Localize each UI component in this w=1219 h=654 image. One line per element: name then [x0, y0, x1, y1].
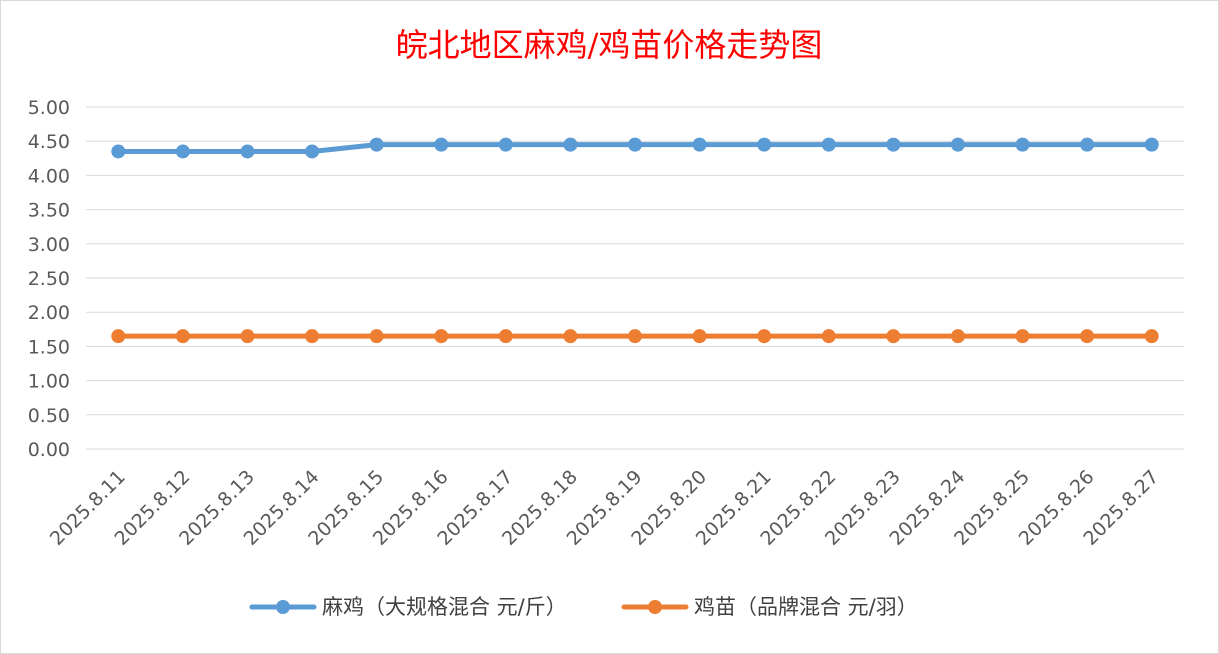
data-point	[1015, 137, 1030, 152]
y-axis-tick-labels: 0.00 0.50 1.00 1.50 2.00 2.50 3.00 3.50 4.00 4.50…	[28, 97, 70, 461]
series-2	[111, 329, 1159, 344]
data-point	[175, 329, 190, 344]
data-point	[821, 137, 836, 152]
data-point	[1015, 329, 1030, 344]
data-point	[692, 329, 707, 344]
gridlines	[86, 106, 1184, 450]
data-point	[434, 137, 449, 152]
y-tick-label: 0.50	[28, 405, 70, 427]
data-point	[498, 329, 513, 344]
data-point	[563, 137, 578, 152]
data-point	[950, 329, 965, 344]
data-point	[628, 329, 642, 344]
data-point	[434, 329, 449, 344]
data-point	[305, 329, 320, 344]
series-1	[111, 137, 1159, 159]
data-point	[886, 329, 901, 344]
y-tick-label: 0.00	[28, 439, 70, 461]
chart-title: 皖北地区麻鸡/鸡苗价格走势图	[396, 26, 823, 64]
data-point	[886, 137, 901, 152]
data-point	[692, 137, 707, 152]
data-point	[1080, 329, 1095, 344]
y-tick-label: 2.50	[28, 268, 70, 290]
data-point	[111, 329, 126, 344]
data-point	[369, 137, 384, 152]
data-point	[240, 144, 255, 159]
data-point	[498, 137, 513, 152]
data-point	[369, 329, 384, 344]
data-point	[1144, 137, 1159, 152]
legend-swatch-marker	[276, 600, 290, 614]
y-tick-label: 3.00	[28, 234, 70, 256]
y-tick-label: 5.00	[28, 97, 70, 119]
data-point	[240, 329, 255, 344]
data-point	[628, 137, 642, 152]
data-point	[1080, 137, 1095, 152]
data-point	[111, 144, 126, 159]
data-point	[757, 137, 772, 152]
legend-label: 鸡苗（品牌混合 元/羽）	[694, 595, 918, 619]
data-point	[821, 329, 836, 344]
y-tick-label: 4.00	[28, 165, 70, 187]
series-layer	[111, 137, 1159, 344]
y-tick-label: 2.00	[28, 302, 70, 324]
data-point	[757, 329, 772, 344]
data-point	[305, 144, 320, 159]
legend-swatch-marker	[648, 600, 662, 614]
y-tick-label: 1.50	[28, 336, 70, 358]
data-point	[1144, 329, 1159, 344]
legend: 麻鸡（大规格混合 元/斤） 鸡苗（品牌混合 元/羽）	[249, 595, 918, 619]
y-tick-label: 4.50	[28, 131, 70, 153]
data-point	[175, 144, 190, 159]
y-tick-label: 3.50	[28, 200, 70, 222]
legend-label: 麻鸡（大规格混合 元/斤）	[322, 595, 567, 619]
data-point	[563, 329, 578, 344]
data-point	[950, 137, 965, 152]
y-tick-label: 1.00	[28, 371, 70, 393]
